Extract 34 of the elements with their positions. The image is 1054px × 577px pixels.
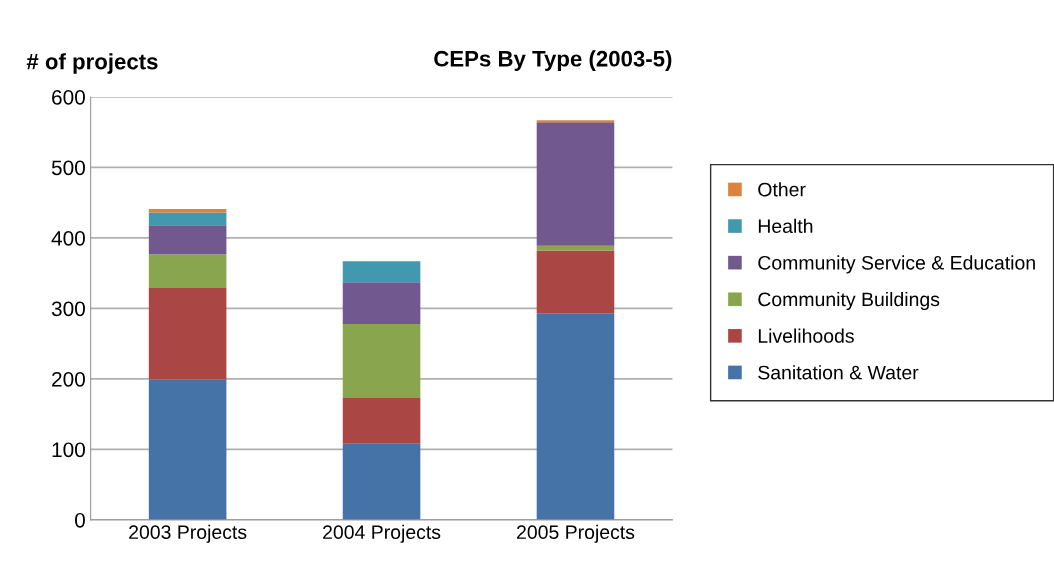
legend-label: Livelihoods bbox=[758, 328, 854, 343]
bar bbox=[342, 443, 421, 520]
x-tick-label: 2004 Projects bbox=[323, 524, 441, 543]
bar bbox=[342, 282, 421, 324]
bar bbox=[342, 397, 421, 444]
bar bbox=[536, 122, 615, 246]
legend-label: Other bbox=[758, 182, 806, 197]
y-tick-label: 0 bbox=[75, 512, 85, 528]
legend-label: Health bbox=[758, 218, 813, 234]
bar bbox=[148, 287, 227, 380]
bar bbox=[536, 250, 615, 314]
bar bbox=[148, 254, 227, 288]
y-tick-label: 400 bbox=[51, 230, 85, 246]
bar bbox=[536, 313, 615, 520]
x-tick-label: 2003 Projects bbox=[129, 524, 247, 543]
y-tick-label: 600 bbox=[52, 89, 85, 105]
legend-label: Sanitation & Water bbox=[758, 365, 919, 380]
x-tick-label: 2005 Projects bbox=[517, 524, 635, 543]
y-tick-label: 300 bbox=[51, 301, 85, 317]
bar bbox=[342, 261, 421, 283]
y-tick-label: 100 bbox=[52, 442, 85, 458]
y-tick-label: 500 bbox=[51, 160, 85, 176]
bar bbox=[148, 212, 227, 226]
y-axis-title: # of projects bbox=[26, 53, 158, 74]
bar bbox=[536, 120, 615, 123]
y-tick-label: 200 bbox=[52, 371, 85, 387]
bar bbox=[148, 225, 227, 255]
bar bbox=[536, 245, 615, 251]
bar bbox=[148, 379, 227, 520]
legend-label: Community Service & Education bbox=[758, 255, 1035, 274]
chart-title: CEPs By Type (2003-5) bbox=[434, 50, 672, 71]
bar bbox=[342, 323, 421, 398]
bar bbox=[148, 209, 227, 213]
legend-label: Community Buildings bbox=[758, 291, 940, 311]
